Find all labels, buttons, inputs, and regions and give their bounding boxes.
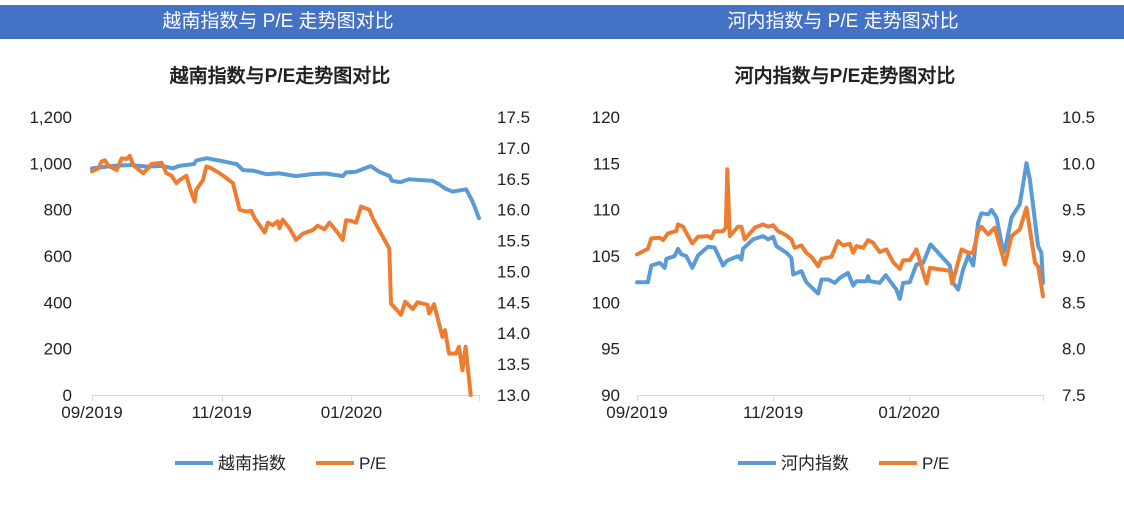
legend-label: P/E xyxy=(922,454,949,473)
x-tick-label: 11/2019 xyxy=(743,403,803,422)
x-tick-label: 01/2020 xyxy=(878,403,939,422)
y-right-tick-label: 8.5 xyxy=(1062,293,1086,312)
y-right-tick-label: 13.5 xyxy=(497,355,530,374)
y-left-tick-label: 110 xyxy=(593,201,620,220)
series-line-pe xyxy=(635,167,1045,299)
x-tick-label: 09/2019 xyxy=(606,403,667,422)
y-left-tick-label: 400 xyxy=(44,293,72,312)
y-right-tick-label: 16.5 xyxy=(497,170,530,189)
y-right-tick-label: 8.0 xyxy=(1062,340,1086,359)
y-right-tick-label: 17.0 xyxy=(497,139,530,158)
right-banner-title: 河内指数与 P/E 走势图对比 xyxy=(727,11,959,32)
series-line-index xyxy=(635,161,1045,301)
y-left-tick-label: 1,200 xyxy=(29,108,72,127)
legend-label: P/E xyxy=(359,454,386,473)
x-tick-label: 11/2019 xyxy=(192,403,252,422)
chart-title: 越南指数与P/E走势图对比 xyxy=(169,64,391,87)
y-right-tick-label: 15.5 xyxy=(497,232,530,251)
y-left-tick-label: 600 xyxy=(44,247,72,266)
legend-label: 越南指数 xyxy=(218,454,286,473)
x-tick-label: 09/2019 xyxy=(61,403,122,422)
series-line-pe xyxy=(90,153,473,397)
y-right-tick-label: 10.5 xyxy=(1062,108,1095,127)
y-right-tick-label: 7.5 xyxy=(1062,386,1086,405)
y-right-tick-label: 17.5 xyxy=(497,108,530,127)
y-right-tick-label: 9.0 xyxy=(1062,247,1086,266)
x-tick-label: 01/2020 xyxy=(321,403,382,422)
y-right-tick-label: 10.0 xyxy=(1062,154,1095,173)
y-right-tick-label: 14.5 xyxy=(497,293,530,312)
series-line-index xyxy=(90,156,481,221)
y-left-tick-label: 115 xyxy=(593,154,620,173)
legend-label: 河内指数 xyxy=(781,454,849,473)
y-left-tick-label: 800 xyxy=(44,201,72,220)
y-right-tick-label: 15.0 xyxy=(497,262,530,281)
header-banner xyxy=(0,5,1124,39)
y-left-tick-label: 200 xyxy=(44,340,72,359)
y-left-tick-label: 95 xyxy=(601,340,620,359)
y-left-tick-label: 100 xyxy=(592,293,620,312)
y-right-tick-label: 9.5 xyxy=(1062,201,1086,220)
y-left-tick-label: 90 xyxy=(601,386,620,405)
y-right-tick-label: 14.0 xyxy=(497,324,530,343)
y-left-tick-label: 0 xyxy=(63,386,72,405)
y-left-tick-label: 120 xyxy=(592,108,620,127)
y-right-tick-label: 13.0 xyxy=(497,386,530,405)
y-left-tick-label: 1,000 xyxy=(29,154,72,173)
y-right-tick-label: 16.0 xyxy=(497,201,530,220)
y-left-tick-label: 105 xyxy=(592,247,620,266)
left-banner-title: 越南指数与 P/E 走势图对比 xyxy=(162,11,394,32)
chart-title: 河内指数与P/E走势图对比 xyxy=(735,64,956,87)
